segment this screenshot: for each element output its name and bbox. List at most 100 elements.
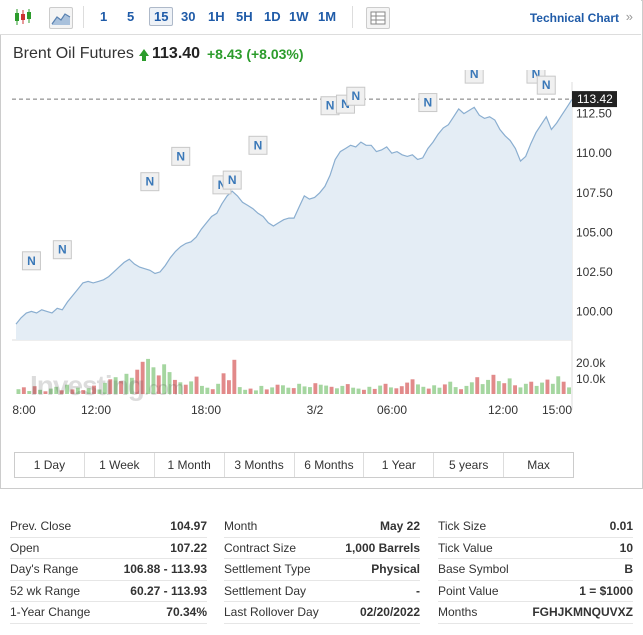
news-marker-label: N	[470, 70, 479, 81]
volume-bar	[567, 387, 571, 394]
stats-column-3: Tick Size 0.01 Tick Value 10 Base Symbol B …	[438, 516, 633, 624]
range-1-week[interactable]: 1 Week	[85, 453, 155, 477]
up-arrow-icon	[139, 49, 149, 61]
table-icon[interactable]	[366, 7, 390, 29]
volume-bar	[129, 377, 134, 394]
volume-bar	[529, 381, 534, 394]
change-value: +8.43	[207, 46, 243, 62]
volume-bar	[437, 387, 442, 394]
volume-bar	[183, 384, 188, 394]
x-tick-label: 18:00	[191, 403, 221, 417]
volume-bar	[162, 364, 167, 394]
y-tick-label: 102.50	[576, 265, 613, 279]
volume-bar	[367, 386, 372, 394]
interval-5[interactable]: 5	[127, 9, 135, 24]
interval-1h[interactable]: 1H	[208, 9, 225, 24]
volume-bar	[345, 384, 350, 394]
range-1-day[interactable]: 1 Day	[15, 453, 85, 477]
volume-bar	[140, 361, 145, 395]
volume-bar	[27, 391, 32, 394]
volume-tick-label: 10.0k	[576, 372, 606, 386]
x-tick-label: 15:00	[542, 403, 572, 417]
stat-label: Base Symbol	[438, 562, 509, 576]
volume-bar	[189, 381, 194, 394]
volume-bar	[286, 387, 291, 394]
volume-bar	[194, 376, 199, 394]
volume-bar	[459, 389, 463, 394]
volume-bar	[178, 382, 183, 394]
stat-row: Settlement Type Physical	[224, 559, 420, 581]
interval-1d[interactable]: 1D	[264, 9, 281, 24]
investing-watermark: Investing.com	[30, 370, 184, 402]
stat-value: 02/20/2022	[359, 605, 420, 619]
stat-label: Month	[224, 519, 258, 533]
volume-bar	[302, 386, 307, 395]
volume-bar	[378, 385, 383, 394]
range-selector: 1 Day 1 Week 1 Month 3 Months 6 Months 1…	[14, 452, 574, 478]
stat-label: Tick Value	[438, 540, 493, 555]
stat-row: 1-Year Change 70.34%	[10, 602, 207, 624]
volume-bar	[86, 388, 91, 394]
stat-row: Tick Size 0.01	[438, 516, 633, 538]
price-line	[15, 99, 573, 325]
volume-bar	[135, 369, 140, 394]
interval-15[interactable]: 15	[149, 7, 174, 26]
double-chevron-right-icon[interactable]: »	[625, 9, 633, 24]
volume-bar	[32, 386, 37, 394]
volume-bar	[453, 387, 458, 394]
volume-bar	[221, 373, 226, 394]
volume-bar	[270, 387, 275, 394]
interval-1[interactable]: 1	[100, 9, 108, 24]
volume-bar	[65, 384, 69, 394]
volume-bar	[491, 374, 496, 394]
volume-bar	[556, 376, 561, 394]
volume-bar	[324, 385, 329, 394]
news-marker	[418, 93, 438, 113]
news-marker	[222, 170, 242, 190]
last-price-tag	[572, 91, 617, 108]
volume-bar	[313, 383, 318, 394]
stat-value: 1 = $1000	[579, 583, 633, 598]
volume-bar	[356, 388, 361, 394]
x-tick-label: 06:00	[377, 403, 407, 417]
volume-bar	[156, 375, 161, 394]
price-area-fill	[16, 99, 572, 341]
interval-5h[interactable]: 5H	[236, 9, 253, 24]
volume-bar	[351, 387, 356, 394]
toolbar-separator	[83, 6, 84, 28]
price-chart[interactable]: 100.00 102.50 105.00 107.50 110.00 112.50113.…	[0, 70, 643, 420]
volume-tick-label: 20.0k	[576, 356, 606, 370]
technical-chart-link[interactable]: Technical Chart	[529, 11, 619, 25]
stat-value: FGHJKMNQUVXZ	[532, 605, 633, 619]
volume-bar	[205, 387, 210, 394]
stat-label: Point Value	[438, 583, 499, 598]
volume-bar	[550, 383, 555, 394]
y-tick-label: 112.50	[576, 107, 612, 121]
volume-bar	[92, 385, 96, 394]
volume-bar	[502, 383, 507, 394]
volume-bar	[416, 384, 420, 394]
area-chart-icon[interactable]	[49, 7, 73, 29]
news-marker	[464, 70, 484, 84]
volume-bar	[21, 387, 26, 394]
range-1-year[interactable]: 1 Year	[364, 453, 435, 477]
last-price-label: 113.42	[577, 92, 613, 106]
range-6-months[interactable]: 6 Months	[295, 453, 365, 477]
stat-value: B	[624, 562, 633, 576]
candlestick-icon[interactable]	[12, 7, 34, 27]
range-5-years[interactable]: 5 years	[434, 453, 505, 477]
interval-1w[interactable]: 1W	[289, 9, 309, 24]
volume-bar	[426, 388, 431, 394]
range-3-months[interactable]: 3 Months	[225, 453, 295, 477]
volume-bar	[237, 387, 242, 394]
interval-30[interactable]: 30	[181, 9, 196, 24]
stat-value: 107.22	[170, 540, 207, 555]
volume-bar	[340, 385, 345, 394]
stat-row: 52 wk Range 60.27 - 113.93	[10, 581, 207, 602]
range-1-month[interactable]: 1 Month	[155, 453, 225, 477]
interval-1m[interactable]: 1M	[318, 9, 337, 24]
volume-bar	[113, 377, 118, 394]
volume-bar	[146, 358, 150, 394]
range-max[interactable]: Max	[527, 458, 550, 472]
volume-bar	[469, 382, 474, 394]
